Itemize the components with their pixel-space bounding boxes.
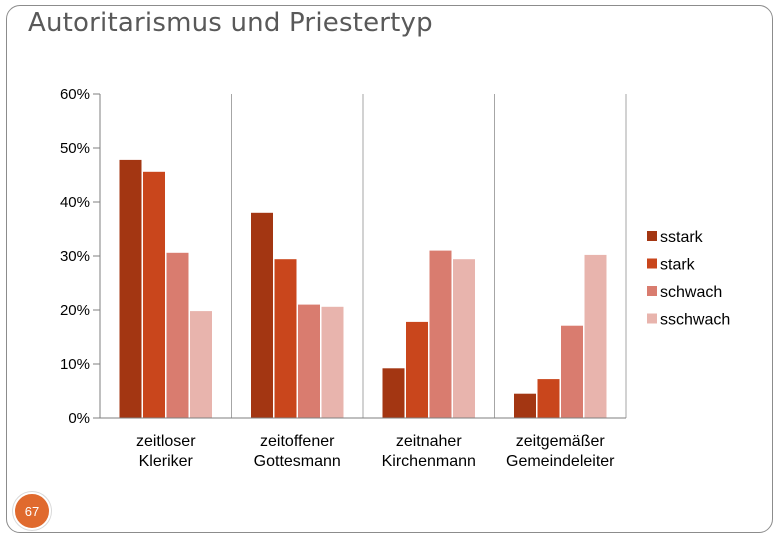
x-category-label: zeitnaher	[396, 433, 462, 450]
bar-sstark-0	[119, 159, 142, 418]
x-category-label: Gemeindeleiter	[506, 453, 615, 470]
chart-bars	[119, 159, 607, 418]
legend-swatch-sstark	[647, 231, 657, 241]
bar-schwach-3	[561, 325, 583, 418]
chart-gridlines	[99, 94, 627, 418]
bar-sschwach-0	[190, 311, 212, 418]
bar-sstark-1	[251, 212, 273, 418]
bar-schwach-1	[298, 304, 320, 418]
chart-axes	[93, 93, 626, 419]
bar-stark-1	[274, 259, 297, 418]
bar-schwach-2	[429, 250, 452, 418]
y-tick-label: 60%	[60, 86, 90, 103]
bar-sschwach-2	[453, 259, 475, 418]
y-tick-label: 20%	[60, 302, 90, 319]
legend-swatch-sschwach	[647, 313, 657, 324]
legend-label-sstark: sstark	[660, 229, 704, 246]
y-tick-label: 50%	[60, 140, 90, 157]
page-number-badge: 67	[13, 492, 51, 530]
chart-legend: sstark stark schwach sschwach	[647, 229, 730, 329]
legend-label-sschwach: sschwach	[660, 312, 730, 329]
legend-swatch-schwach	[647, 286, 657, 296]
x-category-label: zeitoffener	[260, 433, 335, 450]
bar-sschwach-3	[584, 254, 607, 418]
bar-sschwach-1	[321, 306, 344, 418]
y-tick-label: 40%	[60, 194, 90, 211]
chart-labels: 0% 10% 20% 30% 40% 50% 60% zeitloser Kleriker zei…	[60, 86, 615, 470]
legend-swatch-stark	[647, 258, 657, 269]
slide-title: Autoritarismus und Priestertyp	[28, 8, 433, 38]
legend-label-schwach: schwach	[660, 284, 722, 301]
bar-schwach-0	[166, 252, 189, 418]
x-category-label: Kleriker	[139, 453, 194, 470]
bar-stark-3	[537, 379, 560, 418]
bar-sstark-2	[382, 368, 405, 418]
bar-sstark-3	[514, 393, 536, 418]
x-category-label: zeitloser	[136, 433, 196, 450]
x-category-label: Kirchenmann	[382, 453, 476, 470]
y-tick-label: 0%	[68, 410, 90, 427]
bar-stark-2	[406, 321, 428, 418]
bar-stark-0	[143, 171, 165, 418]
y-tick-label: 10%	[60, 356, 90, 373]
x-category-label: zeitgemäßer	[516, 433, 606, 450]
legend-label-stark: stark	[660, 257, 696, 274]
x-category-label: Gottesmann	[254, 453, 341, 470]
y-tick-label: 30%	[60, 248, 90, 265]
